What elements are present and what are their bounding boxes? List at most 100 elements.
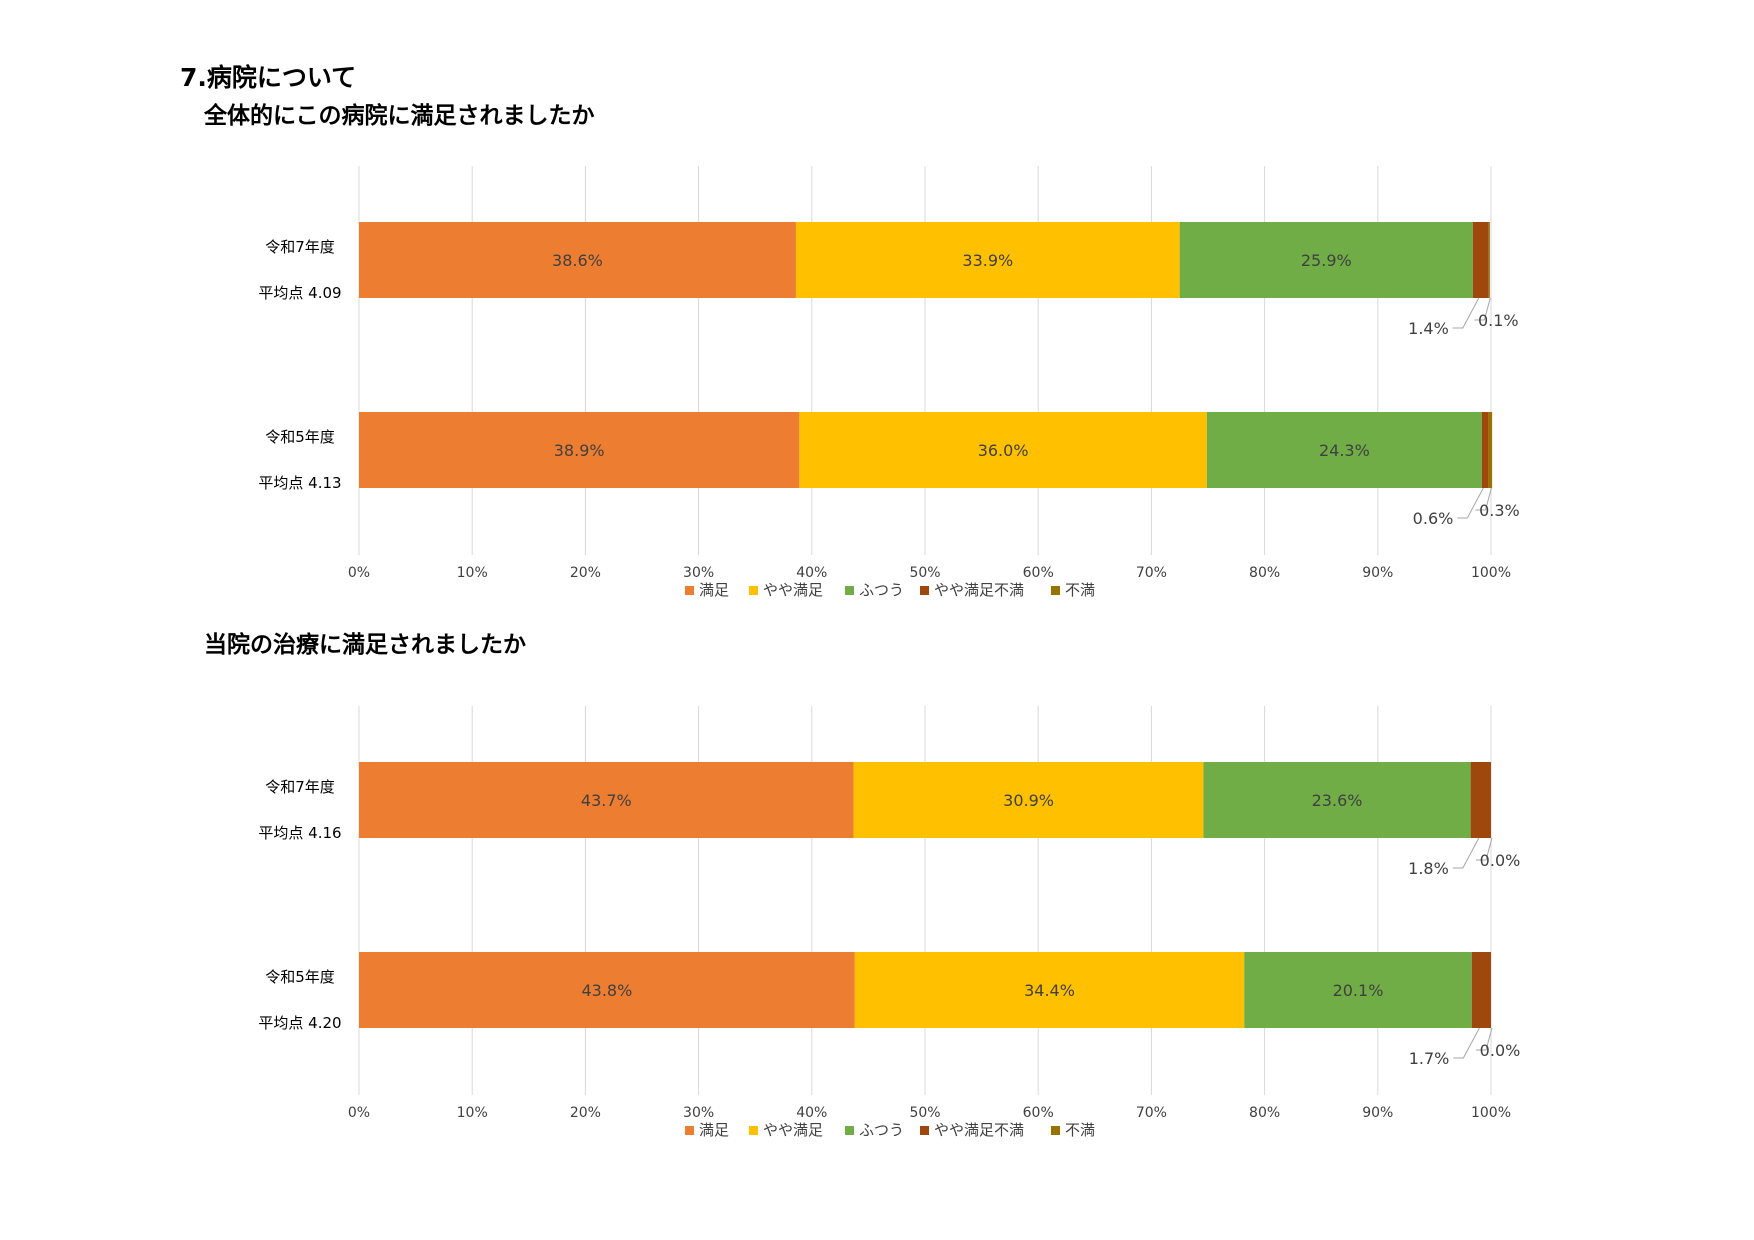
legend-swatch bbox=[685, 1126, 694, 1135]
chart-1: 0% 10% 20% 30% 40% 50% 60% 70% 80% 90% 100% 令和7年度平均… bbox=[258, 166, 1520, 599]
legend-label: 不満 bbox=[1065, 1121, 1095, 1139]
category-label: 令和7年度 bbox=[265, 238, 335, 256]
bar-segment bbox=[853, 762, 1204, 838]
x-tick-label: 20% bbox=[570, 565, 601, 581]
x-tick-label: 80% bbox=[1249, 1105, 1280, 1121]
bar-segment bbox=[799, 412, 1207, 488]
x-tick-label: 100% bbox=[1471, 1105, 1511, 1121]
legend-label: やや満足 bbox=[763, 581, 823, 599]
leader-line bbox=[1476, 837, 1493, 861]
category-note: 平均点 4.13 bbox=[258, 474, 341, 492]
legend-label: 不満 bbox=[1065, 581, 1095, 599]
leader-line bbox=[1475, 487, 1492, 511]
x-tick-label: 90% bbox=[1362, 565, 1393, 581]
legend-label: ふつう bbox=[859, 1121, 904, 1139]
data-label: 20.1% bbox=[1333, 981, 1384, 1000]
legend-swatch bbox=[749, 586, 758, 595]
legend: 満足 やや満足 ふつう やや満足不満 不満 bbox=[685, 581, 1095, 599]
bar-segment bbox=[359, 412, 800, 488]
x-tick-label: 60% bbox=[1023, 1105, 1054, 1121]
legend-swatch bbox=[1051, 1126, 1060, 1135]
bar-segment bbox=[1244, 952, 1472, 1028]
data-label: 33.9% bbox=[962, 251, 1013, 270]
data-label: 36.0% bbox=[978, 441, 1029, 460]
bar-segment bbox=[359, 762, 854, 838]
x-tick-label: 20% bbox=[570, 1105, 601, 1121]
legend-label: ふつう bbox=[859, 581, 904, 599]
legend-label: 満足 bbox=[699, 581, 729, 599]
x-tick-label: 50% bbox=[909, 565, 940, 581]
legend-label: やや満足 bbox=[763, 1121, 823, 1139]
legend-label: 満足 bbox=[699, 1121, 729, 1139]
x-tick-label: 40% bbox=[796, 565, 827, 581]
bar-segment bbox=[854, 952, 1245, 1028]
leader-line bbox=[1453, 1027, 1480, 1059]
x-tick-label: 100% bbox=[1471, 565, 1511, 581]
data-label: 38.9% bbox=[554, 441, 605, 460]
bar-segment bbox=[359, 222, 796, 298]
data-label: 0.3% bbox=[1479, 501, 1520, 520]
x-tick-label: 30% bbox=[683, 565, 714, 581]
legend: 満足 やや満足 ふつう やや満足不満 不満 bbox=[685, 1121, 1095, 1139]
x-tick-label: 70% bbox=[1136, 1105, 1167, 1121]
x-tick-label: 10% bbox=[457, 1105, 488, 1121]
bar-segment bbox=[1179, 222, 1473, 298]
legend-swatch bbox=[920, 586, 929, 595]
data-label: 43.7% bbox=[581, 791, 632, 810]
bar-segment bbox=[1203, 762, 1471, 838]
x-tick-label: 50% bbox=[909, 1105, 940, 1121]
section-title: 7.病院について bbox=[180, 63, 357, 92]
legend-swatch bbox=[845, 586, 854, 595]
legend-swatch bbox=[685, 586, 694, 595]
legend-swatch bbox=[920, 1126, 929, 1135]
chart-2: 0% 10% 20% 30% 40% 50% 60% 70% 80% 90% 100% 令和7年度平均… bbox=[258, 706, 1521, 1139]
x-tick-label: 30% bbox=[683, 1105, 714, 1121]
x-tick-label: 70% bbox=[1136, 565, 1167, 581]
legend-swatch bbox=[1051, 586, 1060, 595]
bar-segment bbox=[1470, 762, 1491, 838]
category-note: 平均点 4.16 bbox=[258, 824, 341, 842]
data-label: 0.1% bbox=[1478, 311, 1519, 330]
data-label: 1.7% bbox=[1409, 1049, 1450, 1068]
data-label: 34.4% bbox=[1024, 981, 1075, 1000]
chart-title-1: 全体的にこの病院に満足されましたか bbox=[204, 103, 595, 129]
bar-segment bbox=[1471, 952, 1491, 1028]
category-label: 令和5年度 bbox=[265, 428, 335, 446]
leader-line bbox=[1452, 297, 1480, 329]
category-note: 平均点 4.09 bbox=[258, 284, 341, 302]
x-tick-label: 10% bbox=[457, 565, 488, 581]
legend-label: やや満足不満 bbox=[934, 581, 1024, 599]
data-label: 0.0% bbox=[1480, 1041, 1521, 1060]
legend-swatch bbox=[749, 1126, 758, 1135]
data-label: 43.8% bbox=[581, 981, 632, 1000]
chart-title-2: 当院の治療に満足されましたか bbox=[204, 632, 526, 658]
data-label: 23.6% bbox=[1312, 791, 1363, 810]
data-label: 24.3% bbox=[1319, 441, 1370, 460]
x-tick-label: 80% bbox=[1249, 565, 1280, 581]
category-label: 令和5年度 bbox=[265, 968, 335, 986]
bar-segment bbox=[1488, 412, 1493, 488]
x-tick-label: 60% bbox=[1023, 565, 1054, 581]
bar-segment bbox=[1488, 222, 1490, 298]
leader-line bbox=[1476, 1027, 1493, 1051]
leader-line bbox=[1452, 837, 1480, 869]
x-tick-label: 0% bbox=[348, 565, 370, 581]
data-label: 0.6% bbox=[1413, 509, 1454, 528]
category-label: 令和7年度 bbox=[265, 778, 335, 796]
data-label: 1.8% bbox=[1408, 859, 1449, 878]
legend-label: やや満足不満 bbox=[934, 1121, 1024, 1139]
data-label: 0.0% bbox=[1480, 851, 1521, 870]
bar-segment bbox=[359, 952, 855, 1028]
data-label: 30.9% bbox=[1003, 791, 1054, 810]
x-tick-label: 0% bbox=[348, 1105, 370, 1121]
data-label: 25.9% bbox=[1301, 251, 1352, 270]
leader-line bbox=[1474, 297, 1491, 321]
bar-segment bbox=[1472, 222, 1489, 298]
x-tick-label: 40% bbox=[796, 1105, 827, 1121]
bar-segment bbox=[1206, 412, 1482, 488]
bar-segment bbox=[795, 222, 1180, 298]
leader-line bbox=[1457, 487, 1484, 519]
x-tick-label: 90% bbox=[1362, 1105, 1393, 1121]
data-label: 38.6% bbox=[552, 251, 603, 270]
bar-segment bbox=[1481, 412, 1489, 488]
